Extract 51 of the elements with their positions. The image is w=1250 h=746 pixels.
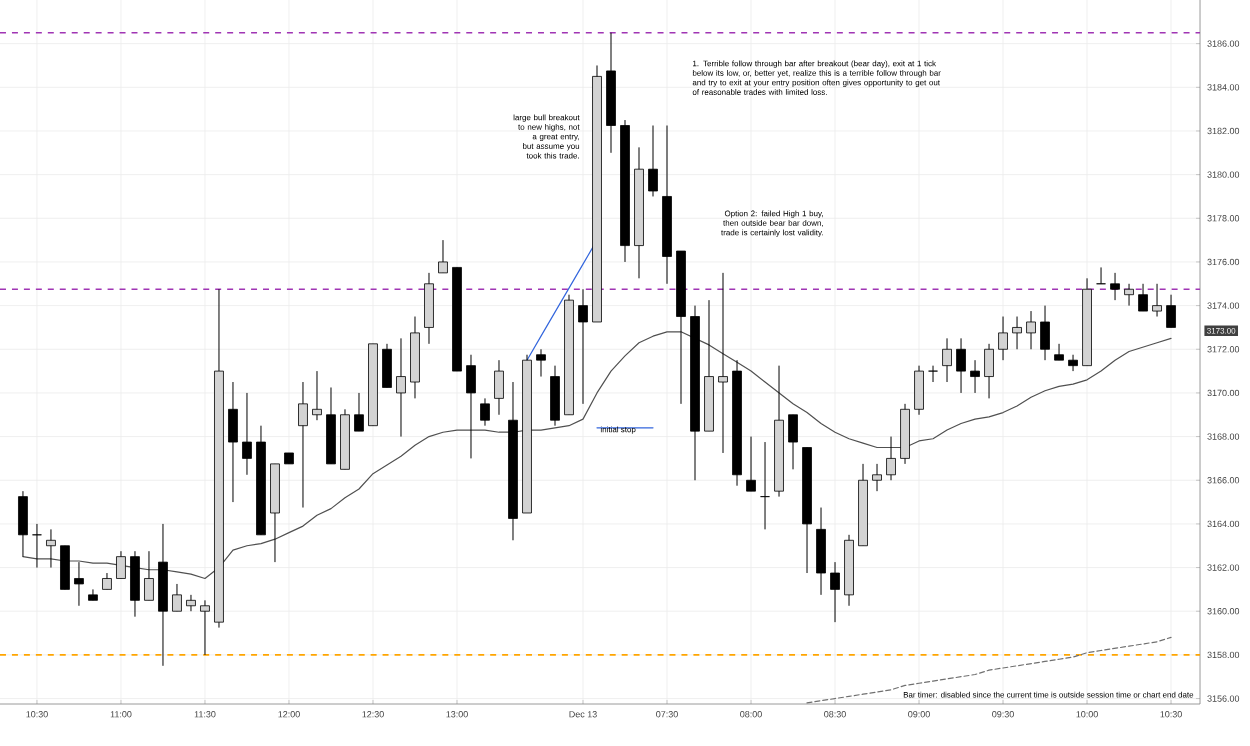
- candlestick: [956, 337, 966, 394]
- candlestick: [648, 125, 658, 197]
- candlestick: [1054, 343, 1064, 361]
- candlestick: [298, 381, 308, 509]
- candlestick: [228, 381, 238, 503]
- candlestick: [60, 545, 70, 590]
- candlestick: [998, 316, 1008, 361]
- candlestick: [1124, 283, 1134, 307]
- candlestick: [914, 365, 924, 416]
- candlestick: [746, 436, 756, 492]
- candlestick: [928, 365, 938, 383]
- candlestick: [130, 550, 140, 618]
- candlestick: [578, 288, 588, 405]
- candlestick: [116, 550, 126, 579]
- candlestick: [1068, 354, 1078, 372]
- candlestick: [46, 528, 56, 569]
- candlestick: [438, 239, 448, 274]
- candlestick: [494, 359, 504, 416]
- candlestick: [312, 370, 322, 421]
- candlestick: [1040, 305, 1050, 361]
- candlestick: [74, 561, 84, 607]
- candlestick: [984, 343, 994, 399]
- candlestick: [942, 337, 952, 383]
- candlestick: [172, 583, 182, 612]
- candlestick: [200, 599, 210, 656]
- candlestick: [424, 272, 434, 345]
- candlestick: [970, 359, 980, 394]
- candlestick: [830, 561, 840, 623]
- candlestick: [718, 272, 728, 454]
- candlestick: [788, 414, 798, 470]
- candlestick: [872, 463, 882, 492]
- candlestick: [396, 337, 406, 438]
- candlestick: [242, 392, 252, 476]
- candlestick: [88, 588, 98, 601]
- candlestick: [382, 343, 392, 388]
- candlestick: [816, 507, 826, 596]
- candlestick: [886, 436, 896, 481]
- candlestick: [1152, 283, 1162, 318]
- candlestick: [186, 594, 196, 612]
- candlestick: [1166, 294, 1176, 328]
- candlestick: [1138, 283, 1148, 312]
- candlestick: [1012, 316, 1022, 350]
- candlestick: [480, 397, 490, 427]
- candlestick: [1110, 272, 1120, 301]
- candlestick: [144, 550, 154, 601]
- candlestick: [354, 392, 364, 432]
- candlestick: [536, 348, 546, 378]
- candlestick: [18, 490, 28, 558]
- candlestick: [550, 365, 560, 427]
- candlestick: [1026, 310, 1036, 350]
- candlestick: [466, 354, 476, 459]
